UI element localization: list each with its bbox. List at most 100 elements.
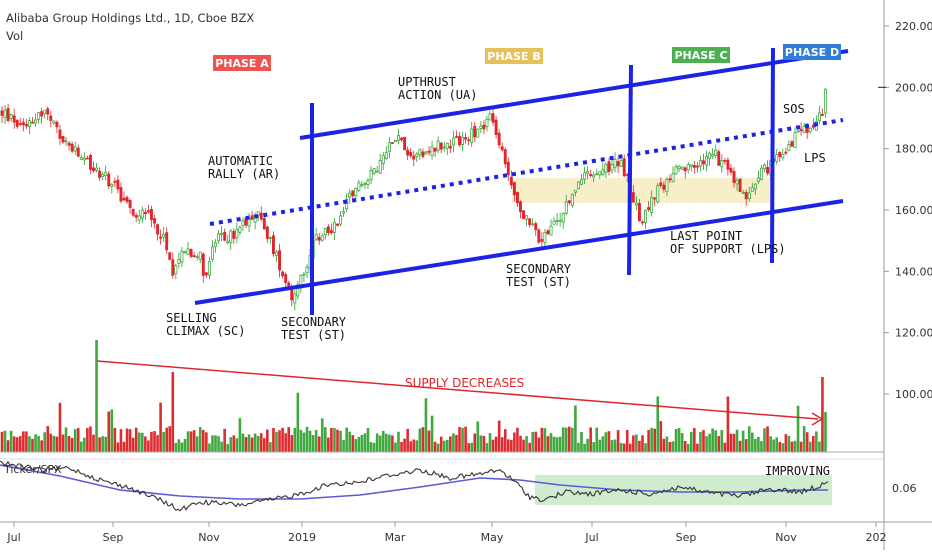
volume-bar [278,430,281,452]
candle-body [415,153,419,157]
candle-body [766,167,770,174]
candle-body [567,200,571,204]
volume-bar [470,442,473,452]
volume-bar [757,436,760,452]
time-axis[interactable]: Jul Sep Nov 2019 Mar May Jul Sep Nov 202 [6,522,887,544]
volume-bar [491,439,495,452]
candle-body [180,251,184,263]
volume-bar [232,435,236,452]
volume-bar [686,443,690,452]
candle-body [384,152,388,159]
volume-bar [272,427,275,452]
volume-bar [778,441,782,452]
candle-body [326,226,330,233]
price-axis[interactable]: 220.00 200.00 180.00 160.00 140.00 120.00 100.… [878,20,932,401]
volume-bar [131,437,135,452]
candle-body [85,157,89,160]
candle-body [195,256,199,258]
dotted-resistance-line [209,118,844,226]
candle-body [223,231,227,241]
candle-body [46,108,50,115]
volume-bar [708,433,711,452]
candle-body [412,155,416,160]
volume-bar [586,438,589,452]
volume-bar [125,428,129,452]
volume-bar [296,392,300,452]
volume-bar [741,430,745,452]
volume-bar [15,437,19,452]
volume-bar [534,431,538,452]
volume-bar [134,427,138,452]
volume-bar [461,427,464,452]
volume-bar [375,433,379,452]
phase-c-label: PHASE C [674,49,727,62]
volume-bar [281,427,284,452]
volume-bar [52,435,56,452]
price-tick-label: 140.00 [895,265,932,278]
volume-bar [519,435,522,452]
time-tick-label: Jul [6,531,20,544]
candle-body [67,142,71,146]
volume-bar [497,420,501,452]
phase-b-support-band [512,178,772,203]
secondary-test-1-label-2: TEST (ST) [281,328,346,342]
volume-bar [589,427,592,452]
candle-body [515,191,519,204]
candle-body [537,229,541,243]
volume-bar [241,433,245,452]
candle-body [464,137,468,140]
candle-body [653,197,657,200]
candle-body [76,147,80,157]
volume-bar [790,441,794,452]
candle-body [534,223,538,231]
volume-bar [622,443,626,452]
volume-bar [662,438,666,452]
candle-body [631,192,635,203]
volume-bar [153,431,156,452]
candle-body [778,151,782,157]
secondary-test-2-label: SECONDARY [506,262,572,276]
candle-body [552,220,556,225]
volume-bar [433,441,437,452]
candle-body [9,114,13,119]
sos-label: SOS [783,102,805,116]
volume-bar [189,431,193,452]
candle-body [92,167,95,171]
volume-bar [510,439,513,452]
candle-body [717,151,721,166]
candle-body [49,115,53,121]
candle-body [634,202,638,206]
volume-bar [763,428,766,452]
volume-bar [336,429,339,452]
candle-body [519,201,522,213]
volume-bar [500,437,504,452]
volume-bar [561,427,565,452]
candle-body [549,225,553,236]
candle-body [168,252,172,260]
phase-a-label: PHASE A [215,57,269,70]
volume-bar [284,433,287,452]
candle-body [488,113,492,121]
candle-body [268,237,272,239]
volume-bar [86,428,89,452]
volume-bar [67,436,71,452]
phase-divider-2 [627,64,633,276]
candle-body [476,128,480,138]
volume-bar [482,436,486,452]
candle-body [659,182,663,186]
volume-bar [104,436,107,452]
volume-bar [165,427,168,452]
candle-body [259,212,263,220]
candle-body [204,272,208,276]
volume-bar [680,432,684,452]
volume-bar [583,443,586,452]
candle-body [363,182,367,185]
candle-body [409,151,413,157]
candle-body [320,235,324,241]
candle-body [817,112,821,122]
candle-body [342,211,346,214]
candle-body [528,218,532,225]
phase-d-label: PHASE D [785,46,839,59]
volume-bar [192,430,196,452]
candle-body [275,251,278,256]
